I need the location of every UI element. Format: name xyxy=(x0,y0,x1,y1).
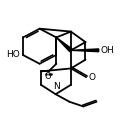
Polygon shape xyxy=(71,49,99,52)
Text: O: O xyxy=(88,73,95,82)
Text: N: N xyxy=(53,82,60,91)
Text: O: O xyxy=(45,72,51,81)
Text: OH: OH xyxy=(100,46,114,55)
Text: HO: HO xyxy=(6,51,20,59)
Polygon shape xyxy=(56,37,72,51)
